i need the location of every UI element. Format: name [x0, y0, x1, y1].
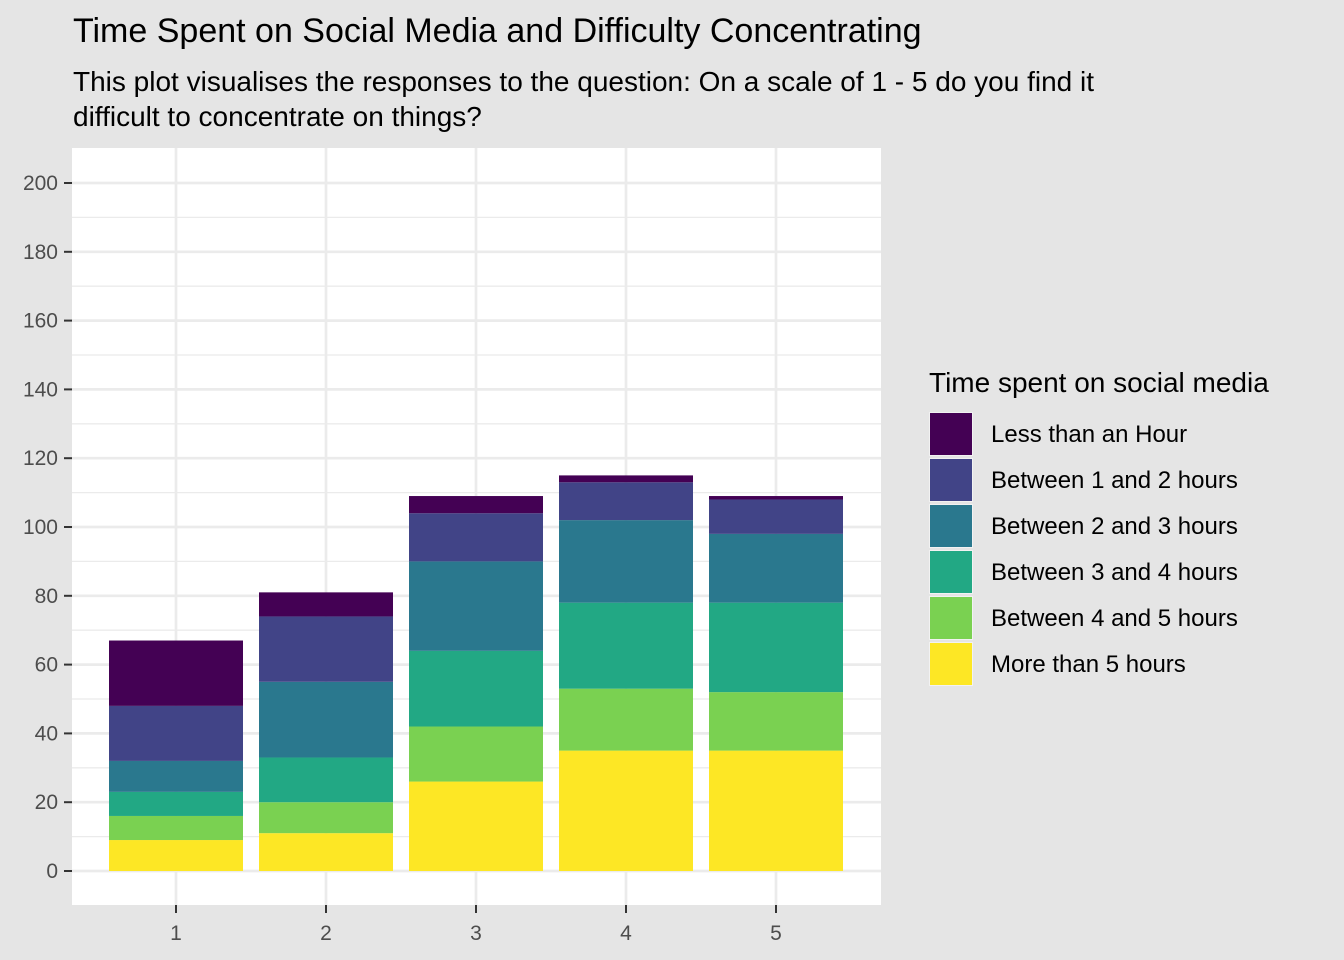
bar-segment — [109, 705, 243, 761]
y-tick-label: 40 — [35, 722, 58, 745]
y-tick-label: 0 — [46, 860, 58, 883]
legend-label: Between 3 and 4 hours — [991, 559, 1238, 586]
legend-swatch — [930, 505, 972, 547]
bar-segment — [559, 688, 693, 751]
x-tick-label: 3 — [470, 922, 482, 945]
bar-segment — [559, 602, 693, 689]
y-tick-label: 120 — [23, 447, 58, 470]
bar-segment — [409, 650, 543, 727]
y-tick-label: 140 — [23, 378, 58, 401]
x-axis: 1 2 3 4 5 — [170, 905, 782, 945]
chart-subtitle: This plot visualises the responses to th… — [73, 66, 1095, 132]
x-tick-label: 5 — [770, 922, 782, 945]
legend-label: Less than an Hour — [991, 421, 1187, 448]
bar-segment — [109, 640, 243, 706]
bar-segment — [409, 726, 543, 782]
bar-segment — [559, 750, 693, 871]
legend: Time spent on social media Less than an H… — [929, 367, 1269, 686]
legend-label: Between 1 and 2 hours — [991, 467, 1238, 494]
bar-segment — [259, 802, 393, 834]
y-axis: 0 20 40 60 80 100 120 140 160 180 200 — [23, 172, 72, 883]
x-tick-label: 1 — [170, 922, 182, 945]
y-tick-label: 20 — [35, 791, 58, 814]
bar-segment — [109, 760, 243, 792]
bar-segment — [259, 833, 393, 871]
bar-segment — [109, 791, 243, 816]
bar-segment — [709, 496, 843, 500]
legend-label: Between 4 and 5 hours — [991, 605, 1238, 632]
bar-segment — [109, 840, 243, 871]
bar-segment — [709, 602, 843, 693]
bar-segment — [109, 815, 243, 841]
legend-swatch — [930, 459, 972, 501]
y-tick-label: 60 — [35, 654, 58, 677]
y-tick-label: 160 — [23, 310, 58, 333]
bar-segment — [259, 681, 393, 758]
bar-segment — [409, 496, 543, 514]
y-tick-label: 80 — [35, 585, 58, 608]
bar-segment — [559, 482, 693, 521]
x-tick-label: 4 — [620, 922, 632, 945]
legend-swatch — [930, 643, 972, 685]
bar-segment — [409, 781, 543, 871]
y-tick-label: 180 — [23, 241, 58, 264]
legend-swatch — [930, 597, 972, 639]
x-tick-label: 2 — [320, 922, 332, 945]
bar-segment — [409, 561, 543, 651]
bar-segment — [709, 692, 843, 751]
legend-label: More than 5 hours — [991, 651, 1186, 678]
legend-swatch — [930, 551, 972, 593]
chart-title: Time Spent on Social Media and Difficult… — [73, 12, 922, 50]
bar-segment — [559, 475, 693, 483]
bar-segment — [259, 592, 393, 617]
bar-segment — [709, 750, 843, 871]
y-tick-label: 100 — [23, 516, 58, 539]
bar-segment — [709, 499, 843, 534]
y-tick-label: 200 — [23, 172, 58, 195]
bars — [109, 475, 843, 871]
legend-title: Time spent on social media — [929, 367, 1269, 398]
bar-segment — [559, 520, 693, 603]
bar-segment — [709, 533, 843, 603]
legend-swatch — [930, 413, 972, 455]
bar-segment — [409, 513, 543, 562]
legend-label: Between 2 and 3 hours — [991, 513, 1238, 540]
bar-segment — [259, 757, 393, 803]
bar-segment — [259, 616, 393, 682]
